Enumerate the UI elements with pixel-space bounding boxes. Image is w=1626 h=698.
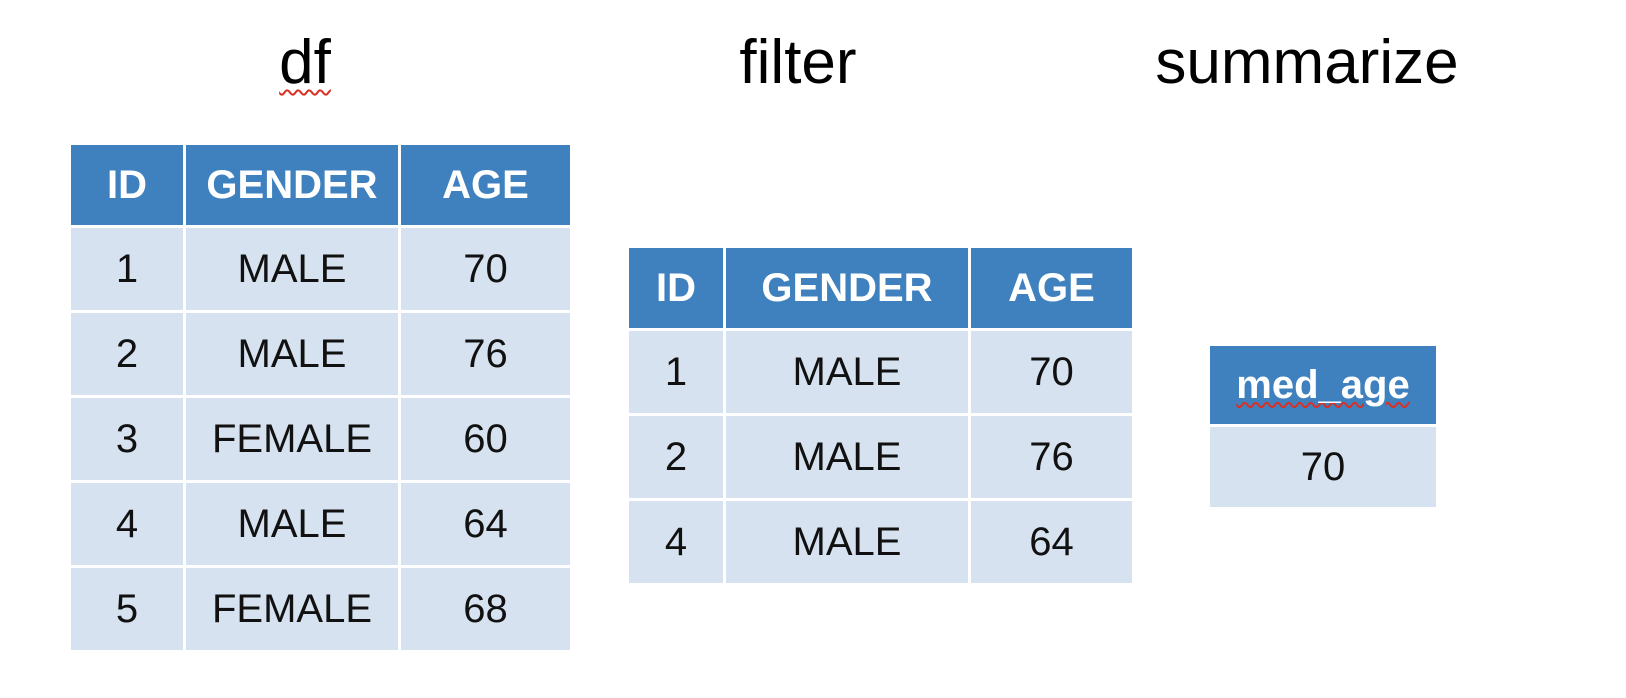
df-header-row: ID GENDER AGE bbox=[71, 145, 570, 225]
df-cell-age: 64 bbox=[401, 483, 570, 565]
summary-header-cell: med_age bbox=[1210, 346, 1436, 424]
filter-cell-age: 76 bbox=[971, 416, 1132, 498]
filter-cell-age: 64 bbox=[971, 501, 1132, 583]
df-cell-id: 5 bbox=[71, 568, 183, 650]
df-row: 4 MALE 64 bbox=[71, 483, 570, 565]
df-cell-age: 70 bbox=[401, 228, 570, 310]
df-header-gender: GENDER bbox=[186, 145, 398, 225]
df-cell-id: 2 bbox=[71, 313, 183, 395]
filter-header-id: ID bbox=[629, 248, 723, 328]
df-row: 5 FEMALE 68 bbox=[71, 568, 570, 650]
filter-cell-age: 70 bbox=[971, 331, 1132, 413]
summary-header: med_age bbox=[1236, 362, 1410, 407]
df-row: 3 FEMALE 60 bbox=[71, 398, 570, 480]
summary-value: 70 bbox=[1210, 427, 1436, 507]
df-cell-gender: FEMALE bbox=[186, 398, 398, 480]
filter-cell-id: 4 bbox=[629, 501, 723, 583]
filter-row: 1 MALE 70 bbox=[629, 331, 1132, 413]
filter-header-age: AGE bbox=[971, 248, 1132, 328]
df-cell-gender: MALE bbox=[186, 313, 398, 395]
summary-header-row: med_age bbox=[1210, 346, 1436, 424]
filter-cell-gender: MALE bbox=[726, 416, 968, 498]
df-cell-age: 60 bbox=[401, 398, 570, 480]
summarize-title: summarize bbox=[1155, 28, 1459, 97]
filter-cell-gender: MALE bbox=[726, 501, 968, 583]
df-cell-gender: MALE bbox=[186, 228, 398, 310]
df-title: df bbox=[279, 28, 331, 97]
filter-header-gender: GENDER bbox=[726, 248, 968, 328]
df-header-age: AGE bbox=[401, 145, 570, 225]
df-cell-age: 76 bbox=[401, 313, 570, 395]
df-row: 2 MALE 76 bbox=[71, 313, 570, 395]
df-header-id: ID bbox=[71, 145, 183, 225]
filter-title: filter bbox=[739, 28, 857, 97]
filter-header-row: ID GENDER AGE bbox=[629, 248, 1132, 328]
df-cell-gender: FEMALE bbox=[186, 568, 398, 650]
df-row: 1 MALE 70 bbox=[71, 228, 570, 310]
summary-row: 70 bbox=[1210, 427, 1436, 507]
summary-table: med_age 70 bbox=[1207, 343, 1439, 510]
df-cell-age: 68 bbox=[401, 568, 570, 650]
df-cell-id: 1 bbox=[71, 228, 183, 310]
df-cell-id: 4 bbox=[71, 483, 183, 565]
filter-cell-gender: MALE bbox=[726, 331, 968, 413]
filter-row: 4 MALE 64 bbox=[629, 501, 1132, 583]
filter-table: ID GENDER AGE 1 MALE 70 2 MALE 76 4 MALE… bbox=[626, 245, 1135, 586]
filter-row: 2 MALE 76 bbox=[629, 416, 1132, 498]
filter-cell-id: 1 bbox=[629, 331, 723, 413]
df-table: ID GENDER AGE 1 MALE 70 2 MALE 76 3 FEMA… bbox=[68, 142, 573, 653]
df-cell-gender: MALE bbox=[186, 483, 398, 565]
df-cell-id: 3 bbox=[71, 398, 183, 480]
filter-cell-id: 2 bbox=[629, 416, 723, 498]
